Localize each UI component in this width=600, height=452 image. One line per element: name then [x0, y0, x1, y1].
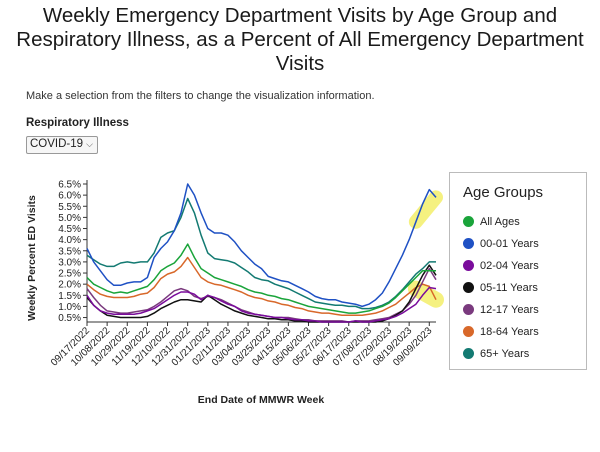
legend-swatch: [463, 304, 474, 315]
legend-item[interactable]: 65+ Years: [463, 348, 529, 366]
legend-swatch: [463, 216, 474, 227]
y-tick-label: 2.5%: [58, 269, 81, 280]
y-tick-label: 2.0%: [58, 280, 81, 291]
legend-label: 05-11 Years: [480, 282, 538, 294]
y-tick-label: 4.5%: [58, 224, 81, 235]
series-line-18-64-years[interactable]: [86, 256, 437, 317]
y-tick-label: 3.0%: [58, 257, 81, 268]
legend-item[interactable]: 00-01 Years: [463, 238, 539, 256]
series-line-65-years[interactable]: [86, 197, 436, 310]
title-line-3: Visits: [275, 52, 325, 75]
title-line-2: Respiratory Illness, as a Percent of All…: [16, 28, 584, 51]
legend-swatch: [463, 260, 474, 271]
y-tick-label: 0.5%: [58, 313, 81, 324]
series-line-05-11-years[interactable]: [86, 264, 437, 323]
legend-title: Age Groups: [463, 184, 544, 201]
legend-label: 12-17 Years: [480, 304, 539, 316]
highlight-markers: [407, 190, 444, 308]
x-axis-label: End Date of MMWR Week: [198, 394, 325, 406]
y-tick-label: 6.0%: [58, 191, 81, 202]
legend-swatch: [463, 326, 474, 337]
series-lines: [86, 183, 437, 323]
legend-swatch: [463, 238, 474, 249]
legend-item[interactable]: 05-11 Years: [463, 282, 538, 300]
legend-swatch: [463, 282, 474, 293]
chart-axes: 0.5%1.0%1.5%2.0%2.5%3.0%3.5%4.0%4.5%5.0%…: [49, 180, 436, 369]
series-line-00-01-years[interactable]: [86, 183, 437, 308]
legend-label: All Ages: [480, 216, 520, 228]
legend-item[interactable]: 18-64 Years: [463, 326, 539, 344]
series-line-02-04-years[interactable]: [86, 286, 437, 323]
respiratory-illness-selected-value: COVID-19: [30, 138, 84, 150]
legend-item[interactable]: 02-04 Years: [463, 260, 539, 278]
y-tick-label: 1.5%: [58, 291, 81, 302]
filter-instructions: Make a selection from the filters to cha…: [26, 90, 375, 102]
legend-label: 18-64 Years: [480, 326, 539, 338]
respiratory-illness-select[interactable]: COVID-19 ⌵: [26, 136, 98, 154]
legend-item[interactable]: 12-17 Years: [463, 304, 539, 322]
y-axis-label: Weekly Percent ED Visits: [26, 195, 38, 321]
legend: Age Groups All Ages 00-01 Years 02-04 Year…: [449, 172, 587, 370]
highlight-marker: [408, 190, 443, 229]
respiratory-illness-label: Respiratory Illness: [26, 117, 129, 129]
y-tick-label: 6.5%: [58, 180, 81, 191]
title-line-1: Weekly Emergency Department Visits by Ag…: [42, 4, 558, 27]
y-tick-label: 3.5%: [58, 246, 81, 257]
y-tick-label: 1.0%: [58, 302, 81, 313]
legend-label: 02-04 Years: [480, 260, 539, 272]
legend-label: 65+ Years: [480, 348, 530, 360]
y-tick-label: 5.0%: [58, 213, 81, 224]
highlight-marker: [407, 280, 444, 308]
legend-item[interactable]: All Ages: [463, 216, 520, 234]
legend-label: 00-01 Years: [480, 238, 539, 250]
series-line-all-ages[interactable]: [86, 243, 436, 314]
y-tick-label: 4.0%: [58, 235, 81, 246]
chevron-down-icon: ⌵: [86, 139, 93, 149]
legend-swatch: [463, 348, 474, 359]
chart-title: Weekly Emergency Department Visits by Ag…: [0, 4, 600, 76]
y-tick-label: 5.5%: [58, 202, 81, 213]
